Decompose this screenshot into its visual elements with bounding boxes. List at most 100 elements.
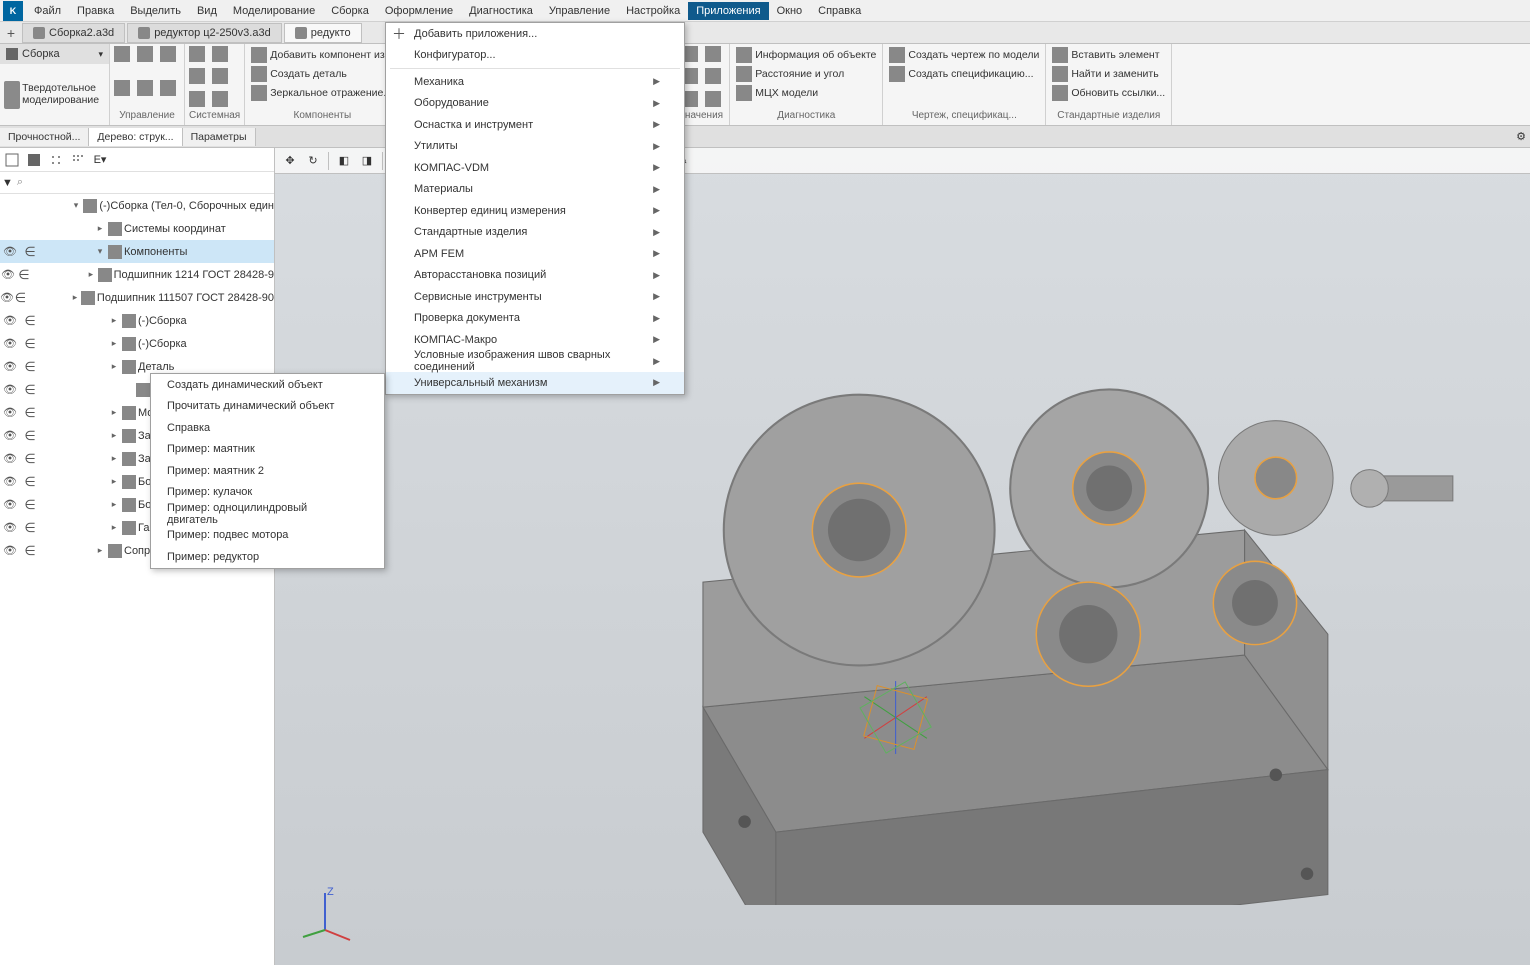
doc-tab[interactable]: Сборка2.a3d	[22, 23, 125, 43]
submenu-item[interactable]: Пример: маятник	[151, 439, 384, 461]
include-icon[interactable]: ∈	[20, 244, 40, 260]
ribbon-mode-header[interactable]: Сборка ▾	[0, 44, 109, 64]
tree-tool-3[interactable]	[46, 150, 66, 170]
submenu-item[interactable]: Справка	[151, 417, 384, 439]
ribbon-icon[interactable]	[114, 46, 130, 62]
menu-приложения[interactable]: Приложения	[688, 2, 768, 20]
visibility-icon[interactable]: 👁	[0, 360, 20, 373]
visibility-icon[interactable]: 👁	[0, 406, 20, 419]
expand-icon[interactable]: ▾	[94, 246, 106, 257]
visibility-icon[interactable]: 👁	[0, 245, 20, 258]
panel-settings-gear-icon[interactable]: ⚙	[1512, 130, 1530, 143]
ribbon-button[interactable]: Зеркальное отражение...	[249, 84, 395, 102]
expand-icon[interactable]: ▸	[94, 223, 106, 234]
menu-вид[interactable]: Вид	[189, 2, 225, 20]
dropdown-item[interactable]: Проверка документа▶	[386, 308, 684, 330]
menu-сборка[interactable]: Сборка	[323, 2, 377, 20]
expand-icon[interactable]: ▸	[108, 315, 120, 326]
ribbon-icon[interactable]	[212, 68, 228, 84]
panel-tab[interactable]: Параметры	[183, 128, 256, 146]
ribbon-button[interactable]: Найти и заменить	[1050, 65, 1167, 83]
tree-search-input[interactable]	[27, 177, 272, 189]
dropdown-item[interactable]: Универсальный механизм▶	[386, 372, 684, 394]
visibility-icon[interactable]: 👁	[0, 521, 20, 534]
visibility-icon[interactable]: 👁	[0, 268, 16, 281]
ribbon-icon[interactable]	[160, 80, 176, 96]
ribbon-icon[interactable]	[189, 46, 205, 62]
tree-item[interactable]: 👁∈▸(-)Сборка	[0, 309, 274, 332]
menu-диагностика[interactable]: Диагностика	[461, 2, 541, 20]
tree-tool-2[interactable]	[24, 150, 44, 170]
vt-nav-icon[interactable]: ✥	[279, 150, 301, 172]
visibility-icon[interactable]: 👁	[0, 429, 20, 442]
tree-item[interactable]: 👁∈▸(-)Сборка	[0, 332, 274, 355]
include-icon[interactable]: ∈	[20, 474, 40, 490]
axis-gizmo[interactable]: Z	[295, 885, 355, 945]
solid-modeling-button[interactable]: Твердотельное моделирование	[4, 81, 111, 109]
ribbon-icon[interactable]	[705, 91, 721, 107]
menu-файл[interactable]: Файл	[26, 2, 69, 20]
expand-icon[interactable]: ▸	[86, 269, 96, 280]
dropdown-item[interactable]: APM FEM▶	[386, 243, 684, 265]
expand-icon[interactable]: ▸	[94, 545, 106, 556]
expand-icon[interactable]: ▸	[108, 361, 120, 372]
tree-item[interactable]: 👁∈▸Подшипник 1214 ГОСТ 28428-9	[0, 263, 274, 286]
include-icon[interactable]: ∈	[20, 405, 40, 421]
visibility-icon[interactable]: 👁	[0, 475, 20, 488]
dropdown-item[interactable]: Конфигуратор...	[386, 45, 684, 67]
doc-tab[interactable]: редуктор ц2-250v3.a3d	[127, 23, 282, 43]
ribbon-button[interactable]: Обновить ссылки...	[1050, 84, 1167, 102]
panel-tab[interactable]: Прочностной...	[0, 128, 89, 146]
doc-tab[interactable]: редукто	[284, 23, 362, 43]
tree-tool-4[interactable]	[68, 150, 88, 170]
vt-orbit-icon[interactable]: ↻	[302, 150, 324, 172]
ribbon-button[interactable]: Информация об объекте	[734, 46, 878, 64]
ribbon-icon[interactable]	[705, 68, 721, 84]
ribbon-icon[interactable]	[189, 91, 205, 107]
tree-tool-5[interactable]: E▾	[90, 150, 110, 170]
dropdown-item[interactable]: Конвертер единиц измерения▶	[386, 200, 684, 222]
include-icon[interactable]: ∈	[14, 290, 27, 306]
ribbon-button[interactable]: Создать спецификацию...	[887, 65, 1041, 83]
new-tab-button[interactable]: +	[2, 24, 20, 42]
ribbon-button[interactable]: МЦХ модели	[734, 84, 878, 102]
search-icon[interactable]: ⌕	[17, 176, 23, 189]
dropdown-item[interactable]: Оборудование▶	[386, 93, 684, 115]
expand-icon[interactable]: ▸	[108, 476, 120, 487]
ribbon-icon[interactable]	[137, 80, 153, 96]
dropdown-item[interactable]: Механика▶	[386, 71, 684, 93]
panel-tab[interactable]: Дерево: струк...	[89, 128, 182, 146]
include-icon[interactable]: ∈	[20, 313, 40, 329]
vt-cube-icon[interactable]: ◧	[333, 150, 355, 172]
ribbon-button[interactable]: Расстояние и угол	[734, 65, 878, 83]
filter-icon[interactable]: ▼	[2, 177, 13, 189]
visibility-icon[interactable]: 👁	[0, 452, 20, 465]
ribbon-icon[interactable]	[160, 46, 176, 62]
include-icon[interactable]: ∈	[20, 543, 40, 559]
visibility-icon[interactable]: 👁	[0, 291, 14, 304]
include-icon[interactable]: ∈	[20, 359, 40, 375]
include-icon[interactable]: ∈	[20, 520, 40, 536]
visibility-icon[interactable]: 👁	[0, 498, 20, 511]
dropdown-item[interactable]: Оснастка и инструмент▶	[386, 114, 684, 136]
menu-моделирование[interactable]: Моделирование	[225, 2, 323, 20]
include-icon[interactable]: ∈	[16, 267, 32, 283]
menu-справка[interactable]: Справка	[810, 2, 869, 20]
expand-icon[interactable]: ▸	[108, 453, 120, 464]
menu-оформление[interactable]: Оформление	[377, 2, 461, 20]
include-icon[interactable]: ∈	[20, 428, 40, 444]
ribbon-icon[interactable]	[705, 46, 721, 62]
submenu-item[interactable]: Прочитать динамический объект	[151, 396, 384, 418]
submenu-item[interactable]: Пример: редуктор	[151, 546, 384, 568]
app-icon[interactable]: K	[3, 1, 23, 21]
menu-правка[interactable]: Правка	[69, 2, 122, 20]
tree-root[interactable]: ▾(-)Сборка (Тел-0, Сборочных един	[0, 194, 274, 217]
expand-icon[interactable]: ▸	[108, 407, 120, 418]
submenu-item[interactable]: Создать динамический объект	[151, 374, 384, 396]
submenu-item[interactable]: Пример: одноцилиндровый двигатель	[151, 503, 384, 525]
dropdown-item[interactable]: Сервисные инструменты▶	[386, 286, 684, 308]
visibility-icon[interactable]: 👁	[0, 314, 20, 327]
ribbon-button[interactable]: Вставить элемент	[1050, 46, 1167, 64]
tree-item[interactable]: 👁∈▾Компоненты	[0, 240, 274, 263]
visibility-icon[interactable]: 👁	[0, 544, 20, 557]
